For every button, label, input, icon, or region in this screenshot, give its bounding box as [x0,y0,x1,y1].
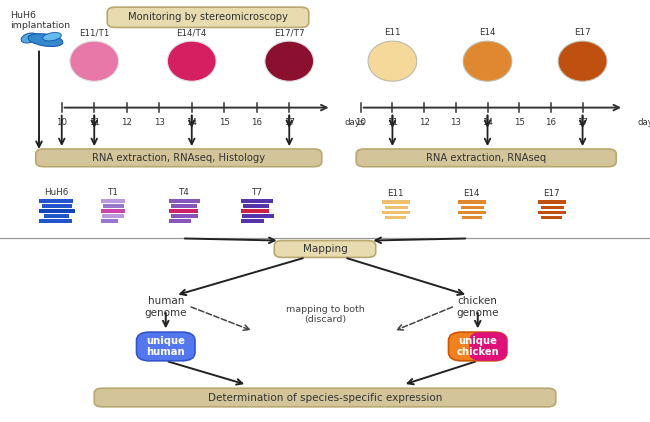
Text: mapping to both
(discard): mapping to both (discard) [285,305,365,324]
Text: E11: E11 [387,189,404,198]
Text: 14: 14 [482,118,493,127]
Text: RNA extraction, RNAseq: RNA extraction, RNAseq [426,153,546,163]
FancyBboxPatch shape [448,332,507,361]
Text: E14: E14 [463,189,480,198]
Bar [171,214,198,218]
Ellipse shape [558,41,607,81]
Bar [385,206,408,209]
Text: 12: 12 [122,118,132,127]
Text: days: days [637,118,650,127]
Text: E11/T1: E11/T1 [79,28,109,37]
FancyBboxPatch shape [469,332,507,361]
Bar [169,199,200,203]
Bar [538,200,566,204]
Text: E17: E17 [574,28,591,37]
Bar [458,200,486,204]
Text: 10: 10 [356,118,366,127]
Text: 15: 15 [514,118,525,127]
Text: T4: T4 [178,188,188,197]
Text: E17: E17 [543,189,560,198]
Text: HuH6: HuH6 [44,188,68,197]
Ellipse shape [70,41,119,81]
Bar [169,209,198,213]
Text: 14: 14 [187,118,197,127]
Bar [240,199,273,203]
Bar [39,199,73,203]
Bar [243,204,269,208]
Text: E11: E11 [384,28,400,37]
Ellipse shape [368,41,417,81]
Bar [382,200,410,204]
Text: 17: 17 [577,118,588,127]
Ellipse shape [265,41,314,81]
Text: E17/T7: E17/T7 [274,28,305,37]
Text: 16: 16 [252,118,262,127]
Text: 13: 13 [450,118,462,127]
Text: 13: 13 [154,118,164,127]
Text: Monitoring by stereomicroscopy: Monitoring by stereomicroscopy [128,12,288,22]
Bar [169,219,191,223]
Bar [171,204,197,208]
FancyBboxPatch shape [136,332,195,361]
Ellipse shape [463,41,512,81]
FancyBboxPatch shape [356,149,616,167]
Text: 10: 10 [57,118,67,127]
Bar [385,216,406,219]
Bar [240,209,269,213]
Text: HuH6
implantation: HuH6 implantation [10,11,70,30]
Ellipse shape [28,34,63,46]
Bar [541,216,562,219]
FancyBboxPatch shape [36,149,322,167]
Text: E14: E14 [479,28,496,37]
Bar [382,211,410,214]
Text: human
genome: human genome [144,296,187,318]
Text: T7: T7 [251,188,261,197]
Bar [242,214,274,218]
Text: Determination of species-specific expression: Determination of species-specific expres… [208,392,442,403]
Bar [101,219,118,223]
Text: Mapping: Mapping [303,244,347,254]
Text: chicken
genome: chicken genome [456,296,499,318]
Text: days: days [344,118,365,127]
Text: RNA extraction, RNAseq, Histology: RNA extraction, RNAseq, Histology [92,153,265,163]
Bar [101,209,125,213]
Text: T1: T1 [107,188,118,197]
Text: 15: 15 [219,118,229,127]
Text: 16: 16 [545,118,556,127]
Bar [462,216,482,219]
Bar [39,219,72,223]
Text: E14/T4: E14/T4 [177,28,207,37]
Text: 11: 11 [89,118,99,127]
Ellipse shape [43,32,61,41]
Bar [240,219,264,223]
Text: 12: 12 [419,118,430,127]
Ellipse shape [168,41,216,81]
Ellipse shape [21,33,38,43]
Bar [538,211,566,214]
FancyBboxPatch shape [107,7,309,27]
Bar [102,214,124,218]
FancyBboxPatch shape [274,241,376,257]
Bar [103,204,124,208]
FancyBboxPatch shape [94,388,556,407]
Text: 11: 11 [387,118,398,127]
Bar [101,199,125,203]
Bar [461,206,484,209]
Bar [44,214,69,218]
Bar [42,204,72,208]
Bar [458,211,486,214]
Text: unique
chicken: unique chicken [456,335,499,357]
Text: 17: 17 [284,118,294,127]
Bar [39,209,75,213]
Text: unique
human: unique human [146,335,185,357]
Bar [541,206,564,209]
